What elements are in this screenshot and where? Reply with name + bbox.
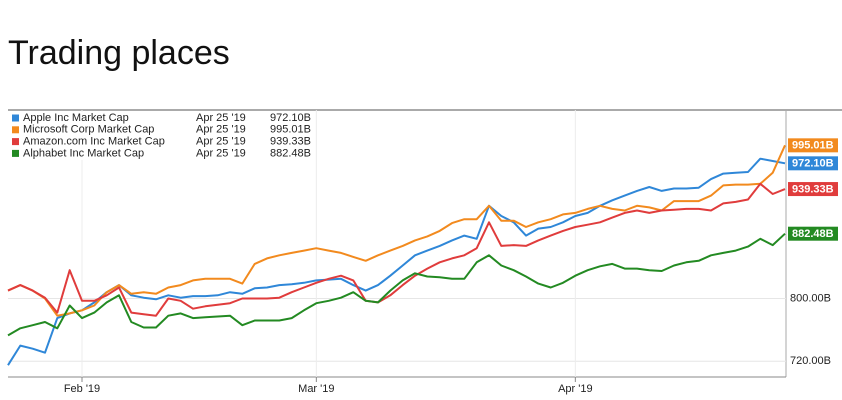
value-tag	[788, 156, 838, 171]
legend-date: Apr 25 '19	[196, 147, 246, 159]
x-tick-label: Apr '19	[558, 383, 593, 395]
legend-date: Apr 25 '19	[196, 112, 246, 124]
legend-label: Amazon.com Inc Market Cap	[23, 136, 165, 148]
series-line	[7, 182, 786, 317]
series-line	[7, 232, 786, 337]
legend-swatch	[12, 138, 19, 146]
series-line	[7, 144, 786, 317]
value-tag-label: 972.10B	[792, 158, 834, 170]
legend-swatch	[12, 149, 19, 157]
value-tag	[788, 138, 838, 153]
legend-label: Apple Inc Market Cap	[23, 112, 129, 124]
value-tag-label: 882.48B	[792, 228, 834, 240]
y-tick-label: 800.00B	[790, 292, 831, 304]
series-line	[7, 157, 786, 366]
legend-swatch	[12, 114, 19, 122]
x-tick-label: Feb '19	[64, 383, 100, 395]
legend-label: Alphabet Inc Market Cap	[23, 147, 144, 159]
value-tag	[788, 182, 838, 197]
value-tag-label: 995.01B	[792, 140, 834, 152]
legend-date: Apr 25 '19	[196, 124, 246, 136]
legend-swatch	[12, 126, 19, 134]
legend-value: 939.33B	[270, 136, 311, 148]
legend-box	[8, 112, 308, 160]
chart-title: Trading places	[8, 34, 230, 72]
legend-date: Apr 25 '19	[196, 136, 246, 148]
y-tick-label: 720.00B	[790, 355, 831, 367]
value-tag	[788, 226, 838, 241]
legend-value: 882.48B	[270, 147, 311, 159]
x-tick-label: Mar '19	[298, 383, 334, 395]
legend-label: Microsoft Corp Market Cap	[23, 124, 154, 136]
value-tag-label: 939.33B	[792, 183, 834, 195]
legend-value: 972.10B	[270, 112, 311, 124]
legend-value: 995.01B	[270, 124, 311, 136]
